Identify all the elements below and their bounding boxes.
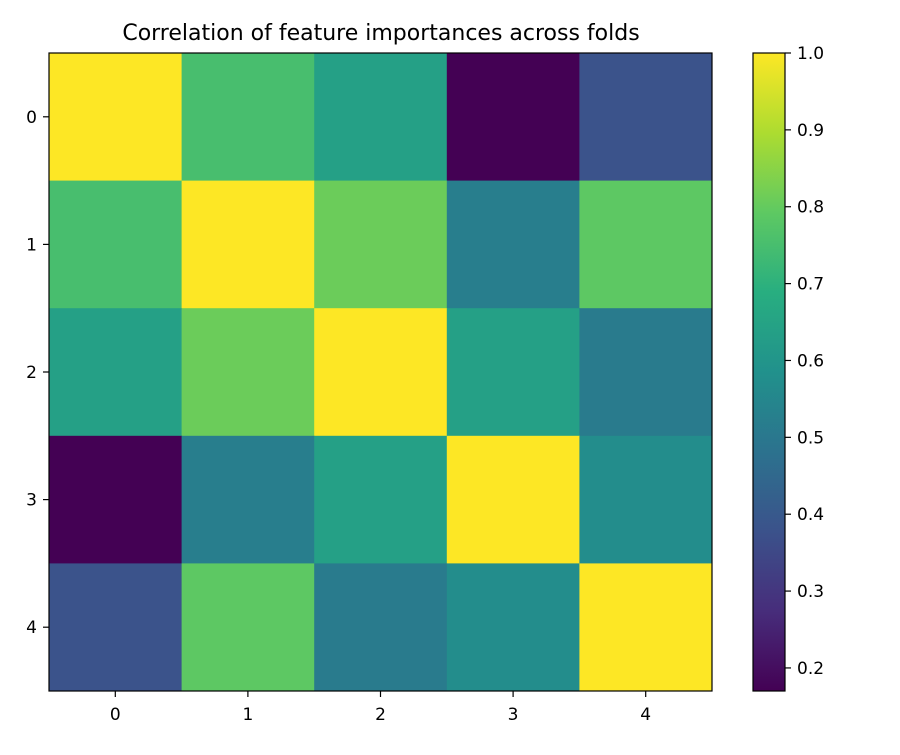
heatmap-cell (49, 180, 183, 309)
heatmap-cell (181, 435, 315, 564)
heatmap-cell (579, 435, 713, 564)
colorbar-tick-label: 1.0 (797, 44, 824, 64)
heatmap-cell (49, 308, 183, 437)
heatmap-cell (314, 435, 448, 564)
heatmap-cell (446, 180, 580, 309)
heatmap-cell (49, 53, 183, 182)
x-tick-label: 0 (110, 705, 121, 725)
y-tick-label: 2 (26, 363, 37, 383)
y-tick-label: 1 (26, 235, 37, 255)
chart-title: Correlation of feature importances acros… (122, 21, 639, 46)
x-tick-label: 3 (508, 705, 519, 725)
heatmap-cell (181, 180, 315, 309)
x-axis: 0 1 2 3 4 (110, 691, 651, 725)
x-tick-label: 1 (242, 705, 253, 725)
heatmap-cell (446, 435, 580, 564)
y-tick-label: 4 (26, 618, 37, 638)
heatmap-cell (49, 435, 183, 564)
colorbar-tick-label: 0.8 (797, 198, 824, 218)
colorbar-tick-label: 0.7 (797, 275, 824, 295)
heatmap-cell (314, 180, 448, 309)
heatmap-cell (314, 308, 448, 437)
x-tick-label: 4 (640, 705, 651, 725)
colorbar-tick-label: 0.5 (797, 428, 824, 448)
colorbar-axis: 0.2 0.3 0.4 0.5 0.6 0.7 0.8 0.9 1.0 (785, 44, 824, 679)
colorbar (752, 52, 786, 692)
y-tick-label: 0 (26, 108, 37, 128)
heatmap-cells (49, 53, 713, 692)
heatmap-cell (579, 53, 713, 182)
colorbar-tick-label: 0.6 (797, 351, 824, 371)
y-axis: 0 1 2 3 4 (26, 108, 49, 638)
x-tick-label: 2 (375, 705, 386, 725)
heatmap-cell (446, 53, 580, 182)
heatmap-cell (181, 308, 315, 437)
colorbar-tick-label: 0.4 (797, 505, 824, 525)
colorbar-tick-label: 0.9 (797, 121, 824, 141)
heatmap-cell (579, 563, 713, 692)
heatmap-cell (181, 53, 315, 182)
heatmap-cell (314, 53, 448, 182)
heatmap-cell (579, 308, 713, 437)
colorbar-tick-label: 0.3 (797, 582, 824, 602)
heatmap-cell (49, 563, 183, 692)
colorbar-tick-label: 0.2 (797, 659, 824, 679)
heatmap-cell (314, 563, 448, 692)
heatmap-cell (579, 180, 713, 309)
y-tick-label: 3 (26, 491, 37, 511)
heatmap-cell (446, 563, 580, 692)
heatmap-cell (446, 308, 580, 437)
heatmap-cell (181, 563, 315, 692)
